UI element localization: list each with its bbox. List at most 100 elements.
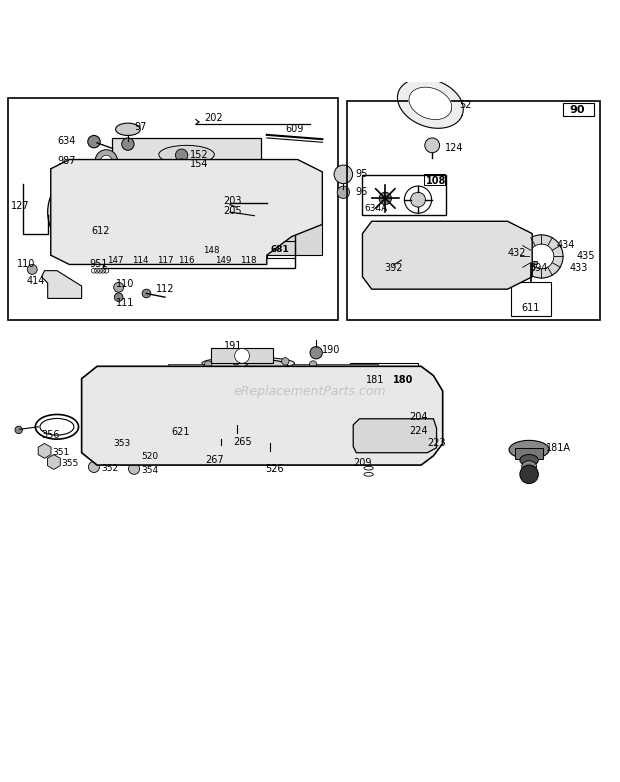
Text: 205: 205 — [224, 206, 242, 216]
Bar — [211, 348, 273, 363]
Circle shape — [394, 242, 423, 271]
Ellipse shape — [252, 376, 281, 386]
Bar — [511, 282, 551, 316]
Bar — [525, 260, 537, 264]
Text: 352: 352 — [102, 465, 118, 473]
Text: 354: 354 — [141, 466, 159, 475]
Circle shape — [27, 264, 37, 274]
Bar — [515, 448, 543, 459]
Bar — [233, 433, 241, 447]
Circle shape — [529, 244, 554, 269]
Text: 204: 204 — [409, 412, 427, 422]
Text: 111: 111 — [115, 298, 134, 308]
Text: 609: 609 — [285, 124, 304, 135]
Text: 353: 353 — [113, 439, 131, 448]
Text: 90: 90 — [569, 105, 585, 115]
Text: 114: 114 — [132, 256, 149, 264]
Bar — [563, 102, 594, 117]
Text: 97: 97 — [134, 122, 146, 132]
Circle shape — [15, 426, 22, 433]
Circle shape — [185, 247, 195, 257]
Text: 612: 612 — [91, 225, 109, 235]
Text: 356: 356 — [42, 430, 60, 439]
Circle shape — [39, 445, 50, 457]
Circle shape — [232, 357, 240, 365]
Text: 265: 265 — [233, 436, 252, 447]
Polygon shape — [177, 434, 193, 450]
Circle shape — [177, 159, 187, 169]
Polygon shape — [38, 443, 51, 458]
Text: 149: 149 — [215, 256, 232, 264]
Text: 432: 432 — [508, 248, 526, 258]
Circle shape — [410, 192, 425, 207]
Polygon shape — [363, 221, 532, 289]
Bar — [350, 363, 418, 393]
Bar — [267, 221, 322, 255]
Text: 209: 209 — [353, 457, 372, 468]
Bar — [207, 240, 222, 246]
Circle shape — [138, 247, 148, 257]
Text: 181A: 181A — [546, 443, 571, 453]
Text: 124: 124 — [445, 143, 463, 153]
Circle shape — [334, 165, 353, 184]
Circle shape — [163, 247, 173, 257]
Ellipse shape — [48, 181, 91, 243]
Ellipse shape — [254, 396, 280, 406]
Ellipse shape — [202, 357, 294, 369]
Circle shape — [281, 357, 289, 365]
Circle shape — [277, 188, 312, 223]
Circle shape — [122, 138, 134, 150]
Text: 118: 118 — [240, 256, 257, 264]
Circle shape — [101, 155, 112, 167]
Text: 148: 148 — [203, 246, 219, 256]
Text: 267: 267 — [205, 455, 224, 465]
Text: eReplacementParts.com: eReplacementParts.com — [234, 385, 386, 397]
Ellipse shape — [521, 461, 536, 472]
Text: 433: 433 — [569, 263, 588, 273]
Bar — [390, 370, 417, 385]
Ellipse shape — [253, 389, 280, 399]
Text: 526: 526 — [265, 465, 284, 475]
Circle shape — [520, 235, 563, 278]
Text: 108: 108 — [426, 176, 446, 186]
Bar — [112, 138, 260, 172]
Text: 127: 127 — [11, 201, 29, 211]
Circle shape — [309, 361, 317, 368]
Text: 987: 987 — [57, 156, 76, 166]
Text: 191: 191 — [224, 341, 242, 351]
Circle shape — [379, 192, 391, 205]
Text: 52: 52 — [459, 100, 472, 110]
Text: 110: 110 — [17, 259, 35, 269]
Text: 147: 147 — [107, 256, 124, 264]
Circle shape — [101, 436, 112, 447]
Circle shape — [283, 195, 306, 217]
Text: 351: 351 — [52, 448, 69, 457]
Text: 435: 435 — [577, 252, 595, 261]
Text: 634: 634 — [57, 136, 75, 146]
Bar — [363, 175, 446, 215]
Text: 634A: 634A — [365, 204, 388, 213]
Circle shape — [210, 238, 219, 248]
Text: 202: 202 — [204, 113, 223, 123]
Ellipse shape — [252, 382, 281, 392]
Circle shape — [113, 247, 123, 257]
Ellipse shape — [251, 369, 282, 378]
Circle shape — [425, 138, 440, 152]
Circle shape — [249, 211, 259, 221]
Text: 190: 190 — [322, 346, 341, 355]
Circle shape — [384, 231, 433, 282]
Text: 112: 112 — [156, 284, 174, 294]
Circle shape — [128, 449, 140, 460]
Text: 180: 180 — [393, 375, 414, 385]
Circle shape — [48, 457, 60, 468]
Circle shape — [88, 135, 100, 148]
Ellipse shape — [245, 360, 288, 375]
Circle shape — [89, 461, 100, 472]
Polygon shape — [42, 271, 82, 299]
Circle shape — [113, 282, 123, 292]
Circle shape — [222, 247, 232, 257]
Circle shape — [128, 463, 140, 475]
Bar — [7, 98, 338, 320]
Text: 203: 203 — [224, 196, 242, 206]
Bar — [182, 249, 197, 255]
